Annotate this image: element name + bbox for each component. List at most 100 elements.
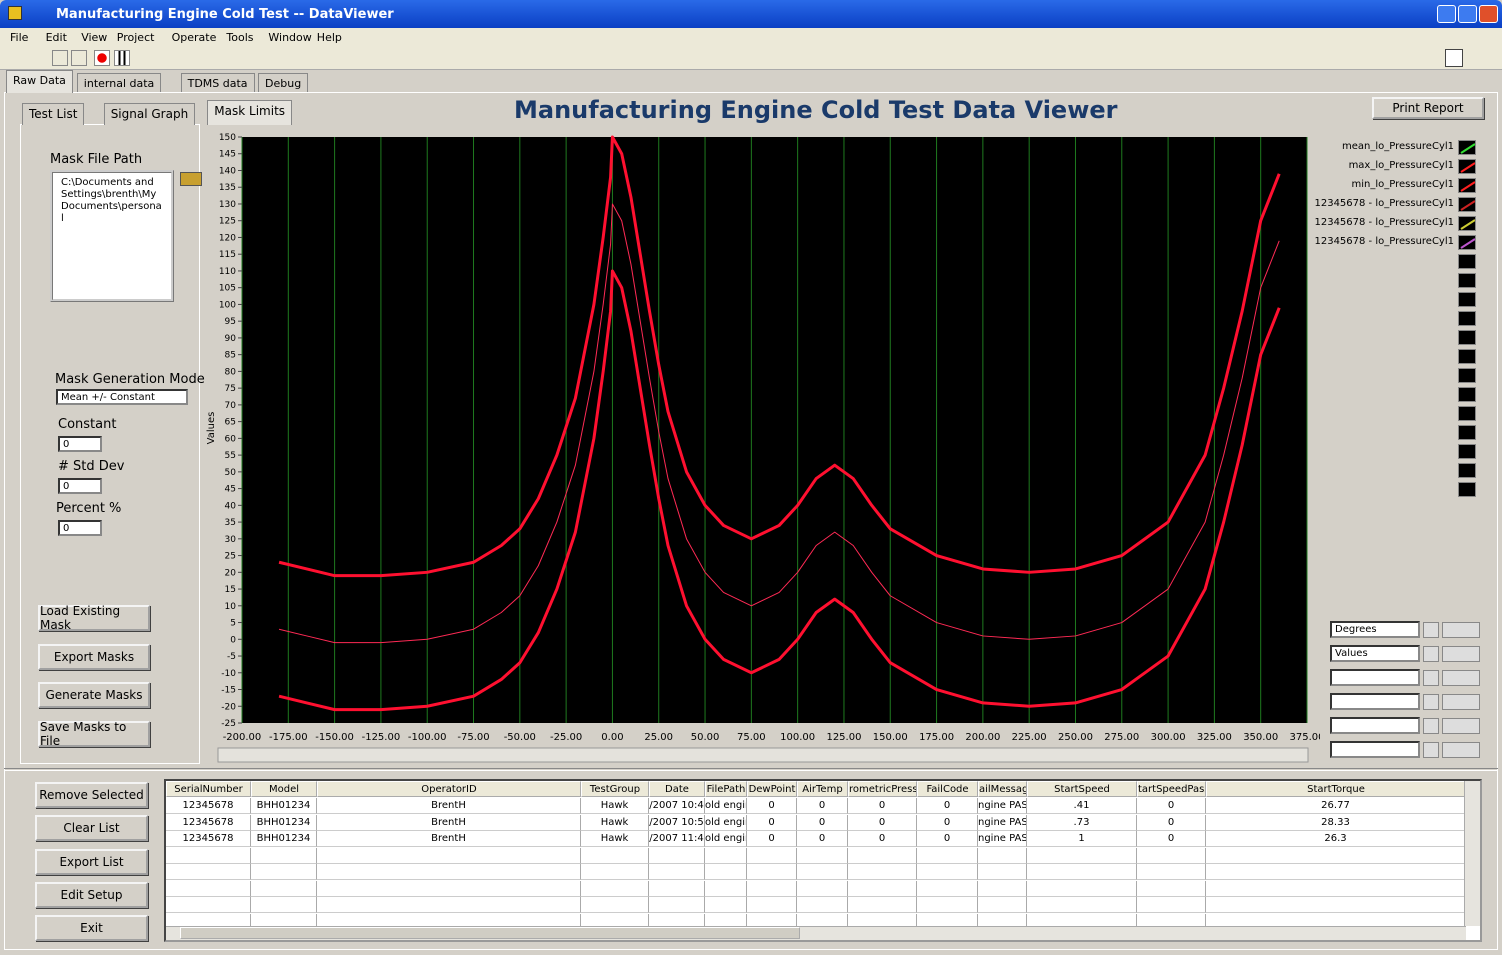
axis-lock[interactable] (1423, 694, 1439, 710)
mask-button[interactable]: Save Masks to File (38, 720, 150, 748)
pause-button[interactable] (114, 50, 130, 66)
column-header[interactable]: Date (649, 781, 705, 797)
mask-button[interactable]: Load Existing Mask (38, 604, 150, 632)
axis-format[interactable] (1442, 694, 1480, 710)
list-button[interactable]: Export List (35, 848, 148, 875)
mask-path-field[interactable]: C:\Documents and Settings\brenth\My Docu… (50, 170, 174, 302)
std-field[interactable]: 0 (58, 478, 102, 494)
y-tick-label: -15 (221, 686, 236, 696)
column-header[interactable]: StartSpeed (1027, 781, 1137, 797)
table-cell: BrentH (317, 831, 581, 847)
y-tick-label: 50 (225, 468, 237, 478)
list-button[interactable]: Edit Setup (35, 881, 148, 908)
menu-item[interactable]: Tools (226, 31, 254, 44)
axis-name-field[interactable]: Degrees (1330, 621, 1420, 638)
menu-item[interactable]: Edit (45, 31, 67, 44)
axis-format[interactable] (1442, 622, 1480, 638)
column-header[interactable]: AirTemp (797, 781, 848, 797)
axis-format[interactable] (1442, 670, 1480, 686)
x-tick-label: 350.00 (1243, 732, 1278, 743)
column-header[interactable]: Model (251, 781, 317, 797)
mask-button[interactable]: Export Masks (38, 643, 150, 670)
axis-lock[interactable] (1423, 622, 1439, 638)
axis-name-field[interactable]: Values (1330, 645, 1420, 662)
outer-tab[interactable]: TDMS data (180, 73, 255, 92)
column-header[interactable]: FailCode (917, 781, 978, 797)
menu-item[interactable]: Window (268, 31, 312, 44)
menu-item[interactable]: Project (116, 31, 155, 44)
y-tick-label: 125 (219, 217, 236, 227)
axis-lock[interactable] (1423, 742, 1439, 758)
list-button[interactable]: Clear List (35, 815, 148, 842)
menu-item[interactable]: Operate (171, 31, 217, 44)
abort-button[interactable] (94, 50, 110, 66)
browse-button[interactable] (180, 172, 202, 186)
list-button[interactable]: Remove Selected (35, 782, 148, 808)
axis-name-field[interactable] (1330, 741, 1420, 758)
y-tick-label: 135 (219, 183, 236, 193)
inner-tab[interactable]: Mask Limits (207, 100, 293, 125)
column-header[interactable]: rometricPressu (848, 781, 917, 797)
inner-tab[interactable]: Test List (22, 103, 85, 125)
vertical-scrollbar[interactable] (1464, 781, 1480, 926)
axis-lock[interactable] (1423, 670, 1439, 686)
y-tick-label: 0 (230, 635, 236, 645)
legend-entry: 12345678 - lo_PressureCyl1 (1314, 217, 1454, 228)
table-cell (705, 847, 747, 864)
column-header[interactable]: ailMessage (978, 781, 1027, 797)
table-cell (797, 864, 848, 880)
outer-tab[interactable]: Raw Data (6, 70, 73, 93)
run-button[interactable] (52, 50, 68, 66)
y-tick-label: 85 (225, 351, 236, 361)
axis-name-field[interactable] (1330, 693, 1420, 710)
run-continuous-button[interactable] (71, 50, 87, 66)
axis-lock[interactable] (1423, 646, 1439, 662)
list-button[interactable]: Exit (35, 915, 148, 942)
percent-field[interactable]: 0 (58, 520, 102, 536)
axis-lock[interactable] (1423, 718, 1439, 734)
axis-format[interactable] (1442, 718, 1480, 734)
inner-tab[interactable]: Signal Graph (103, 103, 196, 125)
print-report-button[interactable]: Print Report (1372, 97, 1484, 119)
test-table: SerialNumber 12345678 12345678 12345678 Mode… (164, 779, 1482, 942)
table-cell (649, 897, 705, 913)
close-button[interactable] (1479, 5, 1498, 23)
table-cell: 12345678 (166, 798, 251, 814)
menu-item[interactable]: Help (316, 31, 342, 44)
column-header[interactable]: StartTorque (1206, 781, 1466, 797)
table-cell (251, 847, 317, 864)
column-header[interactable]: OperatorID (317, 781, 581, 797)
maximize-button[interactable] (1458, 5, 1477, 23)
table-cell: 12345678 (166, 814, 251, 831)
axis-name-field[interactable] (1330, 669, 1420, 686)
legend-swatch (1458, 311, 1476, 326)
mask-button[interactable]: Generate Masks (38, 682, 150, 708)
mode-selector[interactable]: Mean +/- Constant (56, 389, 188, 405)
axis-format[interactable] (1442, 646, 1480, 662)
axis-name-field[interactable] (1330, 717, 1420, 734)
minimize-button[interactable] (1437, 5, 1456, 23)
table-cell: BHH01234 (251, 814, 317, 831)
table-cell (317, 880, 581, 897)
column-header[interactable]: DewPoint (747, 781, 797, 797)
scroll-thumb[interactable] (180, 927, 800, 939)
graph-scrollbar[interactable] (217, 747, 1309, 763)
menu-item[interactable]: File (10, 31, 29, 44)
outer-tab[interactable]: Debug (258, 73, 309, 92)
plot-area (242, 137, 1307, 723)
constant-field[interactable]: 0 (58, 436, 102, 452)
column-header[interactable]: TestGroup (581, 781, 649, 797)
axis-format[interactable] (1442, 742, 1480, 758)
menu-item[interactable]: View (81, 31, 108, 44)
column-header[interactable]: SerialNumber (166, 781, 251, 797)
x-tick-label: 150.00 (873, 732, 908, 743)
column-header[interactable]: tartSpeedPass (1137, 781, 1206, 797)
table-cell: 12345678 (166, 831, 251, 847)
table-cell (251, 864, 317, 880)
outer-tab[interactable]: internal data (76, 73, 162, 92)
table-cell (581, 880, 649, 897)
x-tick-label: 125.00 (826, 732, 861, 743)
column-header[interactable]: FilePath (705, 781, 747, 797)
help-button[interactable] (1445, 49, 1463, 67)
